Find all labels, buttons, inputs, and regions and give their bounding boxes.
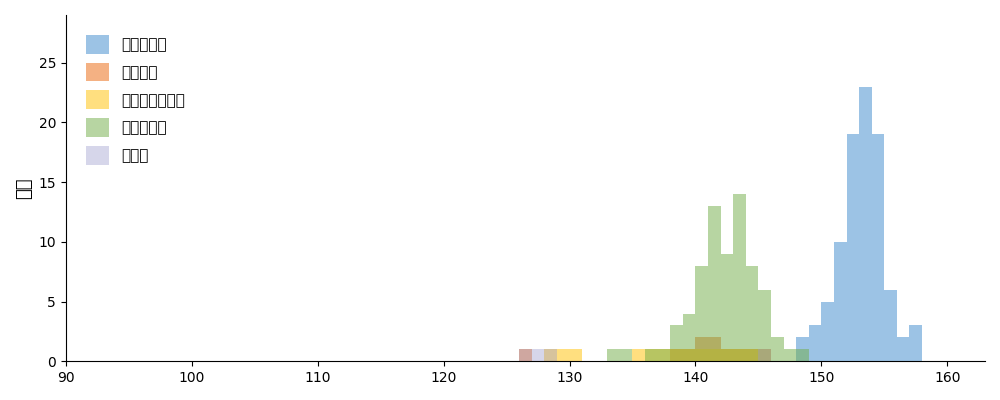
Bar bbox=[670, 326, 683, 361]
Bar bbox=[708, 206, 721, 361]
Bar bbox=[733, 349, 746, 361]
Bar bbox=[519, 349, 532, 361]
Bar bbox=[809, 326, 821, 361]
Bar bbox=[872, 134, 884, 361]
Bar bbox=[645, 349, 658, 361]
Bar bbox=[557, 349, 570, 361]
Bar bbox=[607, 349, 620, 361]
Bar bbox=[758, 349, 771, 361]
Bar bbox=[733, 349, 746, 361]
Bar bbox=[721, 254, 733, 361]
Bar bbox=[721, 349, 733, 361]
Bar bbox=[784, 349, 796, 361]
Bar bbox=[909, 326, 922, 361]
Bar bbox=[796, 337, 809, 361]
Bar bbox=[821, 302, 834, 361]
Bar bbox=[834, 242, 847, 361]
Bar bbox=[670, 349, 683, 361]
Bar bbox=[570, 349, 582, 361]
Bar bbox=[796, 349, 809, 361]
Bar bbox=[544, 349, 557, 361]
Y-axis label: 球数: 球数 bbox=[15, 177, 33, 199]
Bar bbox=[683, 314, 695, 361]
Bar bbox=[708, 349, 721, 361]
Bar bbox=[658, 349, 670, 361]
Bar bbox=[683, 349, 695, 361]
Bar bbox=[884, 290, 897, 361]
Bar bbox=[632, 349, 645, 361]
Bar bbox=[695, 349, 708, 361]
Bar bbox=[771, 337, 784, 361]
Bar bbox=[733, 194, 746, 361]
Bar bbox=[620, 349, 632, 361]
Bar bbox=[758, 349, 771, 361]
Bar bbox=[532, 349, 544, 361]
Bar bbox=[758, 290, 771, 361]
Bar bbox=[645, 349, 658, 361]
Bar bbox=[746, 266, 758, 361]
Bar bbox=[859, 87, 872, 361]
Bar bbox=[519, 349, 532, 361]
Bar bbox=[758, 349, 771, 361]
Bar bbox=[658, 349, 670, 361]
Legend: ストレート, フォーク, チェンジアップ, スライダー, カーブ: ストレート, フォーク, チェンジアップ, スライダー, カーブ bbox=[74, 23, 197, 177]
Bar bbox=[544, 349, 557, 361]
Bar bbox=[695, 266, 708, 361]
Bar bbox=[746, 349, 758, 361]
Bar bbox=[847, 134, 859, 361]
Bar bbox=[683, 349, 695, 361]
Bar bbox=[695, 337, 708, 361]
Bar bbox=[708, 337, 721, 361]
Bar bbox=[721, 349, 733, 361]
Bar bbox=[897, 337, 909, 361]
Bar bbox=[670, 349, 683, 361]
Bar bbox=[746, 349, 758, 361]
